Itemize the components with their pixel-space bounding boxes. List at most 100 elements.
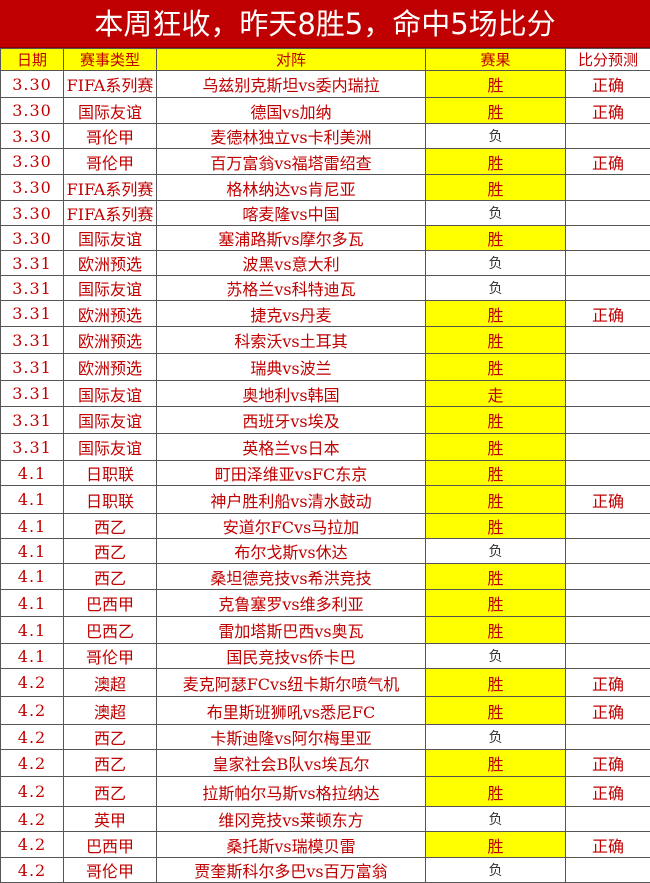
cell-match: 布尔戈斯vs休达: [157, 539, 426, 564]
cell-result: 胜: [426, 434, 566, 461]
cell-result: 胜: [426, 697, 566, 725]
cell-league: 国际友谊: [64, 407, 157, 434]
cell-match: 麦德林独立vs卡利美洲: [157, 124, 426, 149]
cell-prediction: [566, 858, 650, 883]
cell-date: 3.30: [1, 71, 64, 98]
cell-prediction: [566, 725, 650, 750]
cell-prediction: [566, 381, 650, 407]
cell-result: 负: [426, 644, 566, 669]
cell-prediction: [566, 327, 650, 354]
cell-prediction: [566, 514, 650, 539]
cell-prediction: [566, 644, 650, 669]
cell-result: 胜: [426, 777, 566, 807]
cell-league: 巴西甲: [64, 832, 157, 858]
cell-league: 巴西甲: [64, 590, 157, 617]
cell-date: 3.31: [1, 327, 64, 354]
cell-result: 胜: [426, 71, 566, 98]
header-prediction: 比分预测: [566, 49, 650, 71]
cell-match: 国民竞技vs侨卡巴: [157, 644, 426, 669]
cell-date: 4.2: [1, 858, 64, 883]
cell-result: 负: [426, 725, 566, 750]
cell-league: 西乙: [64, 514, 157, 539]
cell-match: 英格兰vs日本: [157, 434, 426, 461]
cell-prediction: 正确: [566, 98, 650, 124]
cell-league: 欧洲预选: [64, 251, 157, 276]
cell-date: 3.30: [1, 226, 64, 251]
cell-match: 喀麦隆vs中国: [157, 201, 426, 226]
cell-date: 3.31: [1, 276, 64, 301]
cell-league: 哥伦甲: [64, 644, 157, 669]
cell-match: 格林纳达vs肯尼亚: [157, 175, 426, 201]
cell-date: 3.30: [1, 201, 64, 226]
cell-match: 雷加塔斯巴西vs奥瓦: [157, 617, 426, 644]
cell-match: 安道尔FCvs马拉加: [157, 514, 426, 539]
cell-prediction: [566, 564, 650, 590]
cell-prediction: 正确: [566, 301, 650, 327]
cell-prediction: 正确: [566, 669, 650, 697]
cell-league: 国际友谊: [64, 276, 157, 301]
cell-league: 英甲: [64, 807, 157, 832]
cell-result: 胜: [426, 486, 566, 514]
cell-league: 欧洲预选: [64, 327, 157, 354]
cell-match: 卡斯迪隆vs阿尔梅里亚: [157, 725, 426, 750]
header-result: 赛果: [426, 49, 566, 71]
cell-prediction: [566, 226, 650, 251]
cell-league: 国际友谊: [64, 226, 157, 251]
cell-result: 负: [426, 539, 566, 564]
cell-prediction: 正确: [566, 71, 650, 98]
cell-date: 3.31: [1, 354, 64, 381]
cell-match: 布里斯班狮吼vs悉尼FC: [157, 697, 426, 725]
cell-date: 3.31: [1, 251, 64, 276]
cell-match: 皇家社会B队vs埃瓦尔: [157, 750, 426, 777]
cell-league: 巴西乙: [64, 617, 157, 644]
cell-date: 4.2: [1, 832, 64, 858]
cell-match: 百万富翁vs福塔雷绍查: [157, 149, 426, 175]
cell-match: 町田泽维亚vsFC东京: [157, 461, 426, 486]
cell-match: 克鲁塞罗vs维多利亚: [157, 590, 426, 617]
cell-result: 胜: [426, 750, 566, 777]
cell-league: 澳超: [64, 669, 157, 697]
cell-match: 神户胜利船vs清水鼓动: [157, 486, 426, 514]
cell-league: 欧洲预选: [64, 301, 157, 327]
cell-prediction: [566, 175, 650, 201]
cell-prediction: [566, 251, 650, 276]
cell-prediction: [566, 201, 650, 226]
cell-league: 澳超: [64, 697, 157, 725]
cell-prediction: [566, 461, 650, 486]
cell-prediction: [566, 276, 650, 301]
cell-match: 桑坦德竞技vs希洪竞技: [157, 564, 426, 590]
cell-result: 胜: [426, 149, 566, 175]
cell-prediction: 正确: [566, 149, 650, 175]
cell-result: 胜: [426, 617, 566, 644]
cell-match: 奥地利vs韩国: [157, 381, 426, 407]
cell-result: 负: [426, 251, 566, 276]
cell-match: 波黑vs意大利: [157, 251, 426, 276]
cell-league: 哥伦甲: [64, 858, 157, 883]
cell-prediction: [566, 124, 650, 149]
cell-date: 3.30: [1, 124, 64, 149]
cell-result: 胜: [426, 407, 566, 434]
cell-match: 科索沃vs土耳其: [157, 327, 426, 354]
cell-prediction: [566, 590, 650, 617]
cell-date: 4.1: [1, 644, 64, 669]
cell-result: 胜: [426, 590, 566, 617]
cell-result: 负: [426, 858, 566, 883]
